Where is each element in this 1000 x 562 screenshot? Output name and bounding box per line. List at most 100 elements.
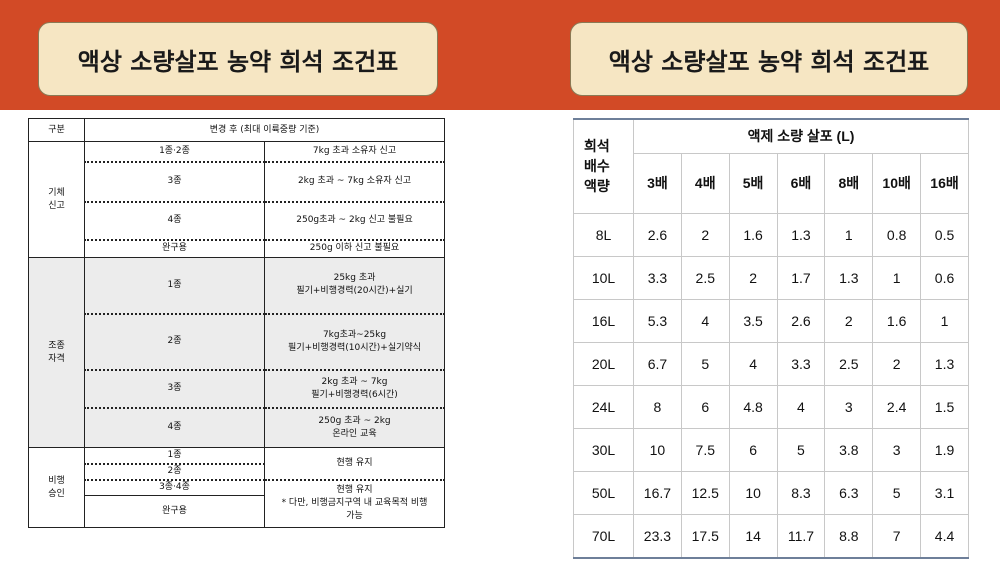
table-cell: 3 bbox=[872, 427, 922, 472]
dilution-table: 희석 배수 액량 액제 소량 살포 (L) 3배 4배 5배 6배 8배 10배… bbox=[573, 118, 969, 559]
table-cell: 현행 유지 * 다만, 비행금지구역 내 교육목적 비행 가능 bbox=[263, 478, 446, 528]
table-cell: 4 bbox=[728, 341, 778, 386]
category-registration: 기체 신고 bbox=[28, 141, 85, 258]
table-cell: 23.3 bbox=[633, 513, 682, 558]
table-cell: 2종 bbox=[84, 312, 265, 370]
table-cell: 3 bbox=[824, 384, 874, 429]
table-cell: 17.5 bbox=[680, 513, 730, 558]
table-cell: 3.1 bbox=[920, 470, 969, 515]
table-cell: 2 bbox=[728, 255, 778, 300]
table-row: 16L 5.3 4 3.5 2.6 2 1.6 1 bbox=[573, 298, 969, 343]
column-header: 10배 bbox=[872, 152, 922, 214]
row-label: 10L bbox=[573, 255, 634, 300]
table-cell: 14 bbox=[728, 513, 778, 558]
table-cell: 3.5 bbox=[728, 298, 778, 343]
table-cell: 3종 bbox=[84, 160, 265, 202]
table-cell: 1.6 bbox=[728, 212, 778, 257]
table-cell: 2.5 bbox=[680, 255, 730, 300]
table-cell: 4.4 bbox=[920, 513, 969, 558]
row-label: 70L bbox=[573, 513, 634, 558]
table-row: 20L 6.7 5 4 3.3 2.5 2 1.3 bbox=[573, 341, 969, 386]
row-label: 30L bbox=[573, 427, 634, 472]
category-flight-approval: 비행 승인 bbox=[28, 447, 85, 528]
table-cell: 5 bbox=[680, 341, 730, 386]
table-cell: 2.6 bbox=[776, 298, 826, 343]
table-cell: 10 bbox=[728, 470, 778, 515]
table-cell: 0.6 bbox=[920, 255, 969, 300]
table-cell: 3.3 bbox=[776, 341, 826, 386]
regulation-table: 구분 변경 후 (최대 이륙중량 기준) 기체 신고 1종·2종 7kg 초과 … bbox=[28, 118, 446, 528]
header-category: 구분 bbox=[28, 118, 85, 142]
table-cell: 8.8 bbox=[824, 513, 874, 558]
table-cell: 2 bbox=[680, 212, 730, 257]
row-label: 20L bbox=[573, 341, 634, 386]
column-header: 8배 bbox=[824, 152, 874, 214]
table-cell: 1 bbox=[920, 298, 969, 343]
table-cell: 5 bbox=[776, 427, 826, 472]
table-cell: 5 bbox=[872, 470, 922, 515]
table-cell: 11.7 bbox=[776, 513, 826, 558]
table-cell: 완구용 bbox=[84, 238, 265, 258]
table-cell: 4.8 bbox=[728, 384, 778, 429]
table-cell: 2kg 초과 ~ 7kg 필기+비행경력(6시간) bbox=[263, 368, 446, 408]
table-cell: 2.6 bbox=[633, 212, 682, 257]
table-cell: 현행 유지 bbox=[263, 447, 446, 480]
table-row: 24L 8 6 4.8 4 3 2.4 1.5 bbox=[573, 384, 969, 429]
table-cell: 8.3 bbox=[776, 470, 826, 515]
table-cell: 2 bbox=[824, 298, 874, 343]
header-standard: 변경 후 (최대 이륙중량 기준) bbox=[83, 118, 446, 142]
column-header: 5배 bbox=[728, 152, 778, 214]
table-cell: 250g 이하 신고 불필요 bbox=[263, 238, 446, 258]
table-cell: 2.4 bbox=[872, 384, 922, 429]
table-cell: 25kg 초과 필기+비행경력(20시간)+실기 bbox=[263, 257, 446, 314]
table-row: 8L 2.6 2 1.6 1.3 1 0.8 0.5 bbox=[573, 212, 969, 257]
table-cell: 7.5 bbox=[680, 427, 730, 472]
table-cell: 16.7 bbox=[633, 470, 682, 515]
column-header: 16배 bbox=[920, 152, 969, 214]
table-cell: 7 bbox=[872, 513, 922, 558]
table-cell: 3종 bbox=[84, 368, 265, 408]
table-cell: 5.3 bbox=[633, 298, 682, 343]
table-cell: 250g 초과 ~ 2kg 온라인 교육 bbox=[263, 406, 446, 448]
table-cell: 4종 bbox=[84, 406, 265, 448]
table-cell: 2.5 bbox=[824, 341, 874, 386]
table-cell: 1 bbox=[824, 212, 874, 257]
table-cell: 12.5 bbox=[680, 470, 730, 515]
table-cell: 3.3 bbox=[633, 255, 682, 300]
group-header: 액제 소량 살포 (L) bbox=[633, 118, 969, 154]
table-cell: 1종 bbox=[84, 257, 265, 314]
table-cell: 7kg초과~25kg 필기+비행경력(10시간)+실기약식 bbox=[263, 312, 446, 370]
table-cell: 0.5 bbox=[920, 212, 969, 257]
left-title: 액상 소량살포 농약 희석 조건표 bbox=[38, 22, 438, 96]
table-cell: 1.3 bbox=[776, 212, 826, 257]
row-label: 24L bbox=[573, 384, 634, 429]
table-cell: 4 bbox=[776, 384, 826, 429]
table-cell: 6 bbox=[680, 384, 730, 429]
table-cell: 완구용 bbox=[84, 495, 265, 528]
table-cell: 1.7 bbox=[776, 255, 826, 300]
table-cell: 0.8 bbox=[872, 212, 922, 257]
corner-header: 희석 배수 액량 bbox=[573, 118, 634, 214]
table-cell: 6.7 bbox=[633, 341, 682, 386]
table-cell: 1.9 bbox=[920, 427, 969, 472]
category-license: 조종 자격 bbox=[28, 257, 85, 448]
table-cell: 7kg 초과 소유자 신고 bbox=[263, 141, 446, 162]
table-row: 30L 10 7.5 6 5 3.8 3 1.9 bbox=[573, 427, 969, 472]
row-label: 8L bbox=[573, 212, 634, 257]
table-cell: 2종 bbox=[84, 462, 265, 480]
table-cell: 2 bbox=[872, 341, 922, 386]
column-header: 3배 bbox=[633, 152, 682, 214]
table-cell: 1.3 bbox=[824, 255, 874, 300]
right-title: 액상 소량살포 농약 희석 조건표 bbox=[570, 22, 968, 96]
table-cell: 4종 bbox=[84, 200, 265, 240]
table-cell: 1.5 bbox=[920, 384, 969, 429]
column-header: 4배 bbox=[680, 152, 730, 214]
table-cell: 8 bbox=[633, 384, 682, 429]
table-cell: 1종 bbox=[84, 447, 265, 464]
table-cell: 6.3 bbox=[824, 470, 874, 515]
table-cell: 1.6 bbox=[872, 298, 922, 343]
table-cell: 1.3 bbox=[920, 341, 969, 386]
table-cell: 2kg 초과 ~ 7kg 소유자 신고 bbox=[263, 160, 446, 202]
table-row: 70L 23.3 17.5 14 11.7 8.8 7 4.4 bbox=[573, 513, 969, 558]
row-label: 16L bbox=[573, 298, 634, 343]
